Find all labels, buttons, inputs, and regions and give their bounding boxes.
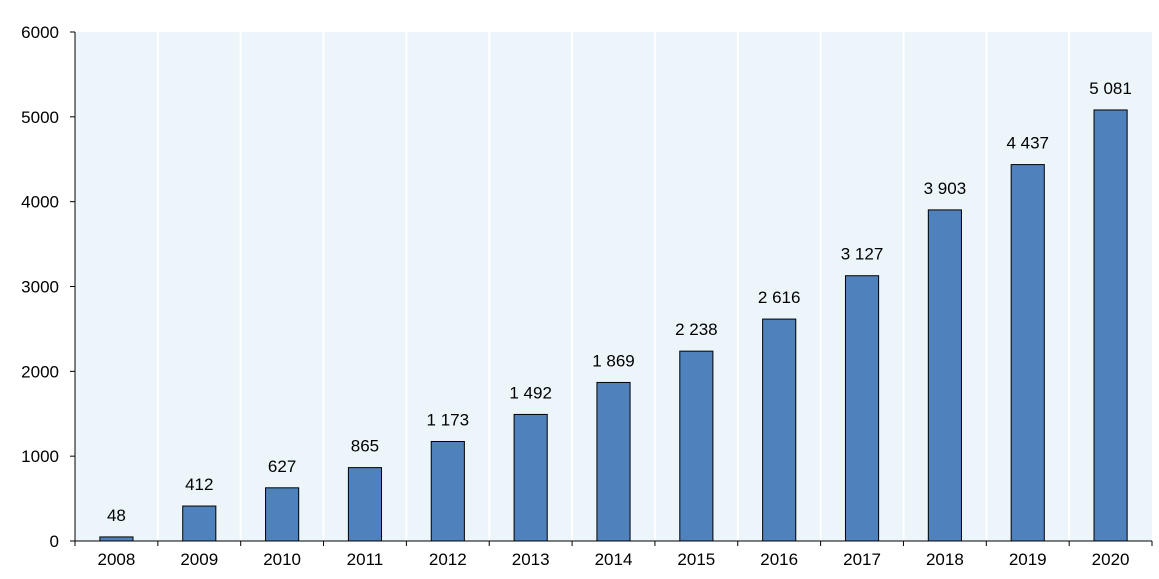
data-label-2012: 1 173 bbox=[427, 410, 470, 429]
bar-2012 bbox=[430, 440, 465, 542]
x-tick-label-2015: 2015 bbox=[677, 550, 715, 569]
data-label-2015: 2 238 bbox=[675, 320, 718, 339]
y-tick-label-2000: 2000 bbox=[21, 362, 59, 381]
bar-2016 bbox=[762, 318, 797, 542]
bar-2015 bbox=[679, 350, 714, 542]
bar-2011 bbox=[347, 467, 383, 542]
x-axis-ticks: 2008 2009 2010 2011 2012 2013 2014 2015 2016 2017… bbox=[74, 541, 1153, 569]
bar-2014 bbox=[596, 381, 631, 542]
bar-2019 bbox=[1010, 164, 1045, 542]
y-tick-label-3000: 3000 bbox=[21, 278, 59, 297]
data-label-2019: 4 437 bbox=[1006, 134, 1049, 153]
x-tick-label-2014: 2014 bbox=[595, 550, 633, 569]
x-tick-label-2016: 2016 bbox=[760, 550, 798, 569]
data-label-2010: 627 bbox=[268, 457, 296, 476]
bar-2013 bbox=[513, 413, 548, 542]
x-tick-label-2008: 2008 bbox=[98, 550, 136, 569]
bars bbox=[99, 109, 1128, 542]
x-tick-label-2020: 2020 bbox=[1092, 550, 1130, 569]
x-tick-label-2018: 2018 bbox=[926, 550, 964, 569]
bar-2018 bbox=[927, 209, 962, 542]
y-tick-label-0: 0 bbox=[50, 532, 59, 551]
y-axis-ticks: 0 1000 2000 3000 4000 5000 6000 bbox=[21, 23, 75, 551]
y-tick-label-6000: 6000 bbox=[21, 23, 59, 42]
x-tick-label-2009: 2009 bbox=[180, 550, 218, 569]
y-tick-label-5000: 5000 bbox=[21, 108, 59, 127]
bar-2009 bbox=[182, 505, 217, 542]
bar-2008 bbox=[99, 536, 134, 542]
data-label-2020: 5 081 bbox=[1089, 79, 1132, 98]
x-tick-label-2011: 2011 bbox=[347, 550, 384, 569]
data-label-2018: 3 903 bbox=[924, 179, 967, 198]
data-label-2008: 48 bbox=[107, 506, 126, 525]
x-tick-label-2013: 2013 bbox=[512, 550, 550, 569]
data-label-2009: 412 bbox=[185, 475, 213, 494]
data-labels: 48 412 627 865 1 173 1 492 1 869 2 238 2 616 3 12… bbox=[107, 79, 1132, 525]
y-tick-label-4000: 4000 bbox=[21, 193, 59, 212]
data-label-2016: 2 616 bbox=[758, 288, 801, 307]
gridlines bbox=[156, 32, 1071, 541]
y-tick-label-1000: 1000 bbox=[21, 447, 59, 466]
data-label-2017: 3 127 bbox=[841, 245, 884, 264]
x-tick-label-2019: 2019 bbox=[1009, 550, 1047, 569]
data-label-2011: 865 bbox=[351, 437, 379, 456]
bar-2020 bbox=[1093, 109, 1128, 542]
data-label-2013: 1 492 bbox=[509, 383, 552, 402]
data-label-2014: 1 869 bbox=[592, 351, 635, 370]
bar-2010 bbox=[265, 487, 300, 542]
bar-2017 bbox=[844, 275, 880, 542]
x-tick-label-2012: 2012 bbox=[429, 550, 467, 569]
x-tick-label-2010: 2010 bbox=[263, 550, 301, 569]
x-tick-label-2017: 2017 bbox=[843, 550, 881, 569]
